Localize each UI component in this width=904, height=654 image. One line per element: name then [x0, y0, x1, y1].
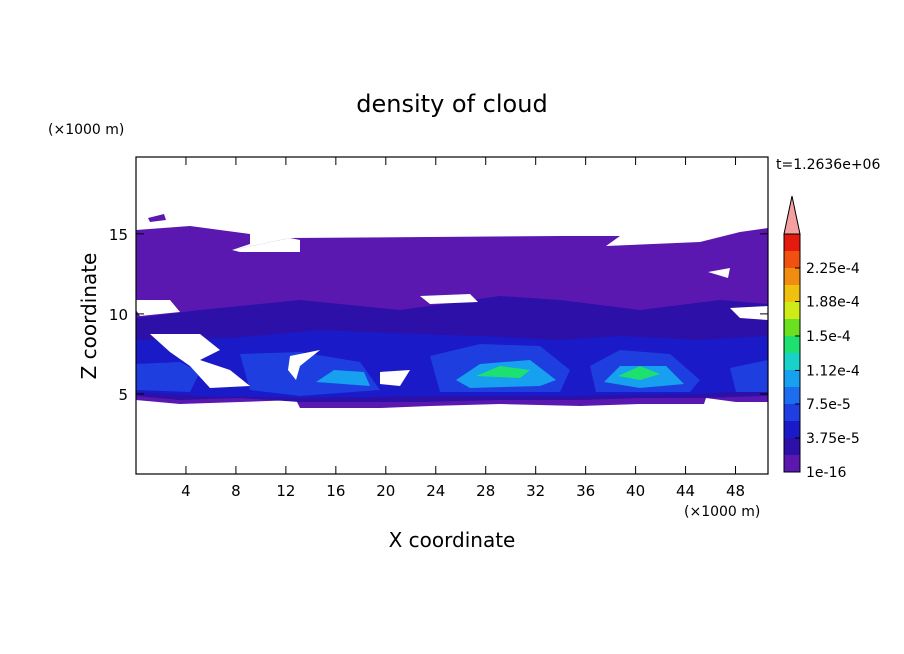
colorbar-band	[784, 302, 800, 319]
x-tick-label: 40	[626, 482, 645, 500]
y-unit: (×1000 m)	[48, 122, 124, 138]
colorbar-tick-label: 2.25e-4	[806, 261, 860, 277]
time-label: t=1.2636e+06	[776, 157, 880, 173]
x-tick-label: 44	[676, 482, 695, 500]
colorbar-band	[784, 268, 800, 285]
colorbar-band	[784, 421, 800, 438]
contour-region	[730, 360, 768, 392]
colorbar-band	[784, 234, 800, 251]
y-tick-label: 10	[109, 306, 128, 324]
x-tick-label: 32	[526, 482, 545, 500]
x-tick-label: 20	[376, 482, 395, 500]
x-unit: (×1000 m)	[684, 504, 760, 520]
colorbar-band	[784, 353, 800, 370]
x-axis-label: X coordinate	[389, 528, 516, 552]
x-tick-label: 36	[576, 482, 595, 500]
x-tick-label: 28	[476, 482, 495, 500]
colorbar-overflow	[783, 195, 801, 235]
colorbar-band	[784, 387, 800, 404]
x-tick-label: 12	[276, 482, 295, 500]
colorbar-tick-label: 1.12e-4	[806, 363, 860, 379]
colorbar-band	[784, 370, 800, 387]
contour-region	[240, 352, 380, 396]
colorbar-tick-label: 1.5e-4	[806, 329, 851, 345]
y-tick-label: 5	[118, 386, 128, 404]
cloud-free-area	[136, 238, 768, 388]
x-tick-label: 24	[426, 482, 445, 500]
colorbar-band	[784, 285, 800, 302]
contour-region	[148, 214, 166, 222]
colorbar-tick-label: 1.88e-4	[806, 295, 860, 311]
colorbar-band	[784, 455, 800, 472]
colorbar-tick-label: 7.5e-5	[806, 397, 851, 413]
contour-field	[136, 214, 768, 408]
contour-region	[316, 370, 370, 386]
contour-region	[618, 366, 660, 380]
x-tick-label: 16	[326, 482, 345, 500]
colorbar-tick-label: 1e-16	[806, 465, 846, 481]
colorbar-band	[784, 438, 800, 455]
contour-region	[476, 366, 530, 378]
colorbar-band	[784, 251, 800, 268]
x-tick-label: 8	[231, 482, 241, 500]
contour-region	[136, 362, 200, 392]
colorbar-band	[784, 319, 800, 336]
colorbar-band	[784, 404, 800, 421]
colorbar-frame	[783, 233, 801, 473]
chart-title: density of cloud	[356, 90, 547, 118]
x-tick-label: 48	[726, 482, 745, 500]
y-axis-label: Z coordinate	[77, 253, 101, 380]
colorbar-tick-label: 3.75e-5	[806, 431, 860, 447]
x-tick-label: 4	[181, 482, 191, 500]
colorbar-band	[784, 336, 800, 353]
y-tick-label: 15	[109, 226, 128, 244]
plot-frame	[135, 156, 769, 475]
